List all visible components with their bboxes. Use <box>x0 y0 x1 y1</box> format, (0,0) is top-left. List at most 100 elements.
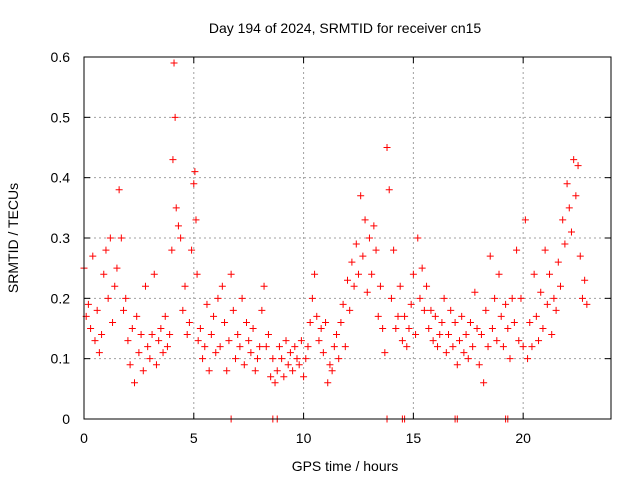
data-point <box>87 325 95 332</box>
data-point <box>519 343 527 351</box>
data-point <box>216 343 224 351</box>
data-point <box>541 246 549 254</box>
data-point <box>256 343 264 351</box>
data-point <box>405 325 413 332</box>
data-point <box>133 312 141 320</box>
data-point <box>221 318 229 326</box>
data-point <box>328 367 336 375</box>
data-point <box>330 343 338 351</box>
data-point <box>495 270 503 278</box>
data-point <box>357 192 365 200</box>
data-point <box>271 379 279 387</box>
data-point <box>313 312 321 320</box>
data-point <box>532 312 540 320</box>
data-point <box>141 282 149 290</box>
data-point <box>102 246 110 254</box>
data-point <box>190 180 198 188</box>
data-point <box>543 300 551 308</box>
data-point <box>341 343 349 351</box>
data-point <box>201 343 209 351</box>
data-point <box>354 270 362 278</box>
data-point <box>258 306 266 314</box>
data-point <box>548 331 556 339</box>
data-point <box>508 294 516 302</box>
data-point <box>484 343 492 351</box>
data-point <box>458 312 466 320</box>
data-point <box>98 331 106 339</box>
data-point <box>148 331 156 339</box>
data-point <box>234 331 242 339</box>
y-tick-label: 0.5 <box>51 109 71 125</box>
data-point <box>524 355 532 363</box>
data-point <box>205 367 213 375</box>
data-point <box>324 379 332 387</box>
data-point <box>317 325 325 332</box>
data-point <box>137 331 145 339</box>
data-point <box>352 240 360 248</box>
data-point <box>486 252 494 260</box>
data-point <box>535 337 543 345</box>
data-point <box>469 343 477 351</box>
data-point <box>295 361 303 369</box>
data-point <box>530 270 538 278</box>
data-point <box>526 318 534 326</box>
data-point <box>253 355 261 363</box>
data-point <box>207 331 215 339</box>
data-point <box>418 264 426 272</box>
data-point <box>289 367 297 375</box>
data-point <box>286 349 294 357</box>
data-point <box>436 331 444 339</box>
data-point <box>563 180 571 188</box>
data-point <box>260 282 268 290</box>
data-point <box>339 300 347 308</box>
data-point <box>390 246 398 254</box>
data-point <box>273 367 281 375</box>
data-point <box>199 355 207 363</box>
data-point <box>502 300 510 308</box>
data-point <box>412 331 420 339</box>
data-point <box>84 300 92 308</box>
data-point <box>409 270 417 278</box>
data-point <box>174 222 182 230</box>
data-point <box>491 294 499 302</box>
data-point <box>93 306 101 314</box>
data-point <box>521 216 529 224</box>
x-tick-label: 20 <box>515 430 531 446</box>
data-point <box>163 343 171 351</box>
y-tick-label: 0.6 <box>51 49 71 65</box>
data-point <box>475 361 483 369</box>
data-point <box>249 325 257 332</box>
data-point <box>245 337 253 345</box>
data-point <box>506 355 514 363</box>
y-tick-label: 0.1 <box>51 351 71 367</box>
data-point <box>194 337 202 345</box>
data-point <box>236 343 244 351</box>
data-point <box>269 355 277 363</box>
data-point <box>251 367 259 375</box>
data-point <box>196 325 204 332</box>
data-point <box>578 294 586 302</box>
data-point <box>210 312 218 320</box>
data-point <box>223 367 231 375</box>
data-point <box>423 282 431 290</box>
data-point <box>166 331 174 339</box>
data-point <box>218 282 226 290</box>
data-point <box>449 343 457 351</box>
data-point <box>429 337 437 345</box>
data-point <box>434 343 442 351</box>
data-point <box>572 192 580 200</box>
data-point <box>515 337 523 345</box>
data-point <box>115 186 123 194</box>
x-tick-label: 15 <box>406 430 422 446</box>
data-point <box>242 318 250 326</box>
data-point <box>581 276 589 284</box>
y-tick-label: 0.4 <box>51 170 71 186</box>
data-point <box>438 318 446 326</box>
data-point <box>513 246 521 254</box>
data-point <box>117 234 125 242</box>
data-point <box>473 325 481 332</box>
y-axis-title: SRMTID / TECUs <box>5 183 21 293</box>
data-point <box>308 294 316 302</box>
data-point <box>403 343 411 351</box>
data-point <box>333 331 341 339</box>
